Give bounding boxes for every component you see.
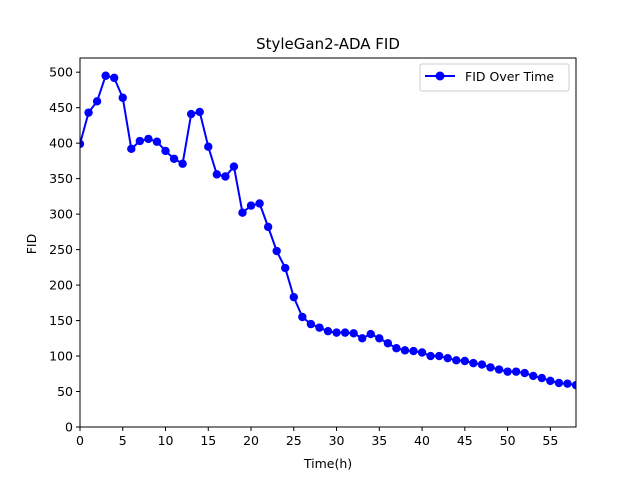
data-point: [246, 201, 256, 210]
data-point: [366, 329, 375, 339]
data-point: [563, 379, 572, 388]
x-tick-label: 15: [200, 433, 216, 448]
data-point: [161, 146, 170, 156]
data-point: [375, 334, 384, 343]
y-axis-title: FID: [24, 234, 39, 255]
data-point: [169, 154, 179, 163]
data-point: [383, 339, 393, 348]
y-tick-label: 200: [49, 278, 73, 293]
data-point: [503, 367, 512, 376]
x-tick-label: 20: [243, 433, 259, 448]
data-point: [511, 367, 521, 376]
data-point: [571, 380, 576, 390]
data-point: [409, 346, 418, 356]
y-tick-label: 450: [49, 100, 73, 115]
data-point: [520, 368, 529, 378]
x-tick-label: 55: [542, 433, 558, 448]
data-point: [323, 327, 333, 336]
x-tick-label: 30: [329, 433, 345, 448]
x-axis-title: Time(h): [303, 456, 352, 471]
data-point: [469, 358, 478, 368]
data-point: [118, 93, 127, 102]
plot-area: 0 5 10 15 20 25 30 35 40 45 50 55 0 50 100 150 200 250 300…: [49, 57, 577, 448]
y-tick-label: 350: [49, 171, 73, 186]
x-tick-label: 40: [414, 433, 430, 448]
legend-marker-sample: [435, 71, 445, 81]
data-point: [315, 323, 324, 332]
data-point: [400, 346, 410, 355]
x-tick-label: 50: [500, 433, 516, 448]
data-point: [486, 363, 495, 372]
data-point: [306, 319, 316, 329]
data-point: [554, 378, 564, 388]
data-point: [221, 172, 230, 181]
data-point: [340, 328, 350, 337]
data-point: [298, 312, 307, 322]
y-tick-label: 100: [49, 349, 73, 364]
data-point: [529, 371, 538, 381]
data-point: [426, 351, 435, 361]
data-point: [332, 328, 341, 337]
axes-frame: [79, 57, 577, 428]
y-tick-label: 250: [49, 242, 73, 257]
y-tick-label: 400: [49, 136, 73, 151]
data-point: [452, 356, 461, 365]
data-point: [494, 365, 504, 374]
data-point: [135, 136, 145, 146]
x-tick-label: 35: [371, 433, 387, 448]
data-point: [255, 199, 264, 208]
data-point: [417, 348, 427, 357]
data-point: [546, 376, 555, 386]
data-point: [263, 222, 273, 232]
legend-label: FID Over Time: [465, 69, 554, 84]
y-tick-label: 150: [49, 313, 73, 328]
data-point: [358, 334, 367, 343]
data-point: [204, 142, 213, 151]
data-point: [178, 159, 187, 168]
x-tick-label: 5: [119, 433, 127, 448]
legend-box: [419, 63, 570, 92]
data-point: [460, 356, 470, 366]
data-point: [349, 329, 358, 338]
data-point: [84, 108, 93, 117]
data-point: [537, 373, 546, 383]
data-point: [80, 139, 85, 149]
series-group: [80, 71, 576, 390]
x-tick-label: 45: [457, 433, 473, 448]
y-tick-label: 0: [65, 420, 73, 435]
data-point: [238, 208, 247, 217]
x-tick-label: 25: [286, 433, 302, 448]
data-point: [110, 73, 119, 83]
data-point: [101, 71, 110, 80]
data-point: [92, 97, 102, 106]
legend: FID Over Time: [419, 63, 570, 92]
data-point: [443, 353, 452, 363]
data-point: [281, 263, 290, 273]
data-point: [392, 344, 401, 353]
y-tick-label: 500: [49, 65, 73, 80]
data-point: [434, 351, 444, 361]
data-point: [272, 246, 281, 256]
data-point: [144, 134, 153, 144]
data-point: [212, 170, 222, 179]
data-point: [127, 144, 136, 154]
x-tick-label: 0: [76, 433, 84, 448]
data-point: [195, 107, 204, 117]
y-tick-label: 300: [49, 207, 73, 222]
data-point: [229, 162, 239, 171]
data-point: [477, 360, 487, 369]
chart-title: StyleGan2-ADA FID: [256, 35, 400, 53]
y-tick-label: 50: [57, 384, 73, 399]
x-tick-label: 10: [158, 433, 174, 448]
data-point: [186, 109, 196, 119]
data-point: [152, 137, 162, 146]
data-point: [289, 292, 298, 302]
